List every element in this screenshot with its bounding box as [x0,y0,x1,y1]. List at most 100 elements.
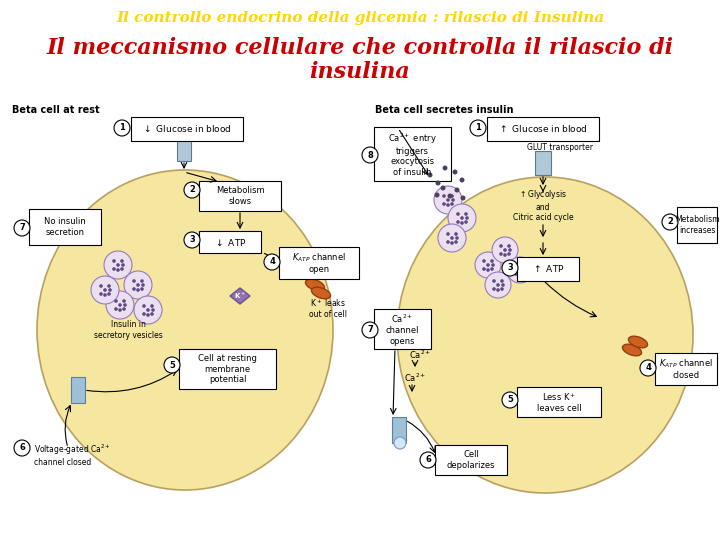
Circle shape [460,216,464,220]
Text: Voltage-gated Ca$^{2+}$
channel closed: Voltage-gated Ca$^{2+}$ channel closed [34,443,111,468]
Circle shape [99,292,103,296]
Text: $\downarrow$ ATP: $\downarrow$ ATP [214,237,246,247]
Circle shape [116,263,120,267]
Circle shape [499,244,503,248]
Circle shape [491,263,495,267]
Circle shape [428,172,433,178]
Circle shape [114,307,118,311]
Ellipse shape [312,287,330,299]
Circle shape [108,288,112,292]
Circle shape [456,212,460,216]
Circle shape [14,440,30,456]
Circle shape [451,198,455,202]
Text: 4: 4 [269,258,275,267]
FancyBboxPatch shape [177,139,191,161]
FancyBboxPatch shape [279,247,359,279]
Circle shape [132,287,136,291]
FancyBboxPatch shape [487,117,599,141]
Circle shape [518,268,522,272]
Circle shape [450,194,454,198]
FancyBboxPatch shape [29,209,101,245]
Text: K$^+$ leaks
out of cell: K$^+$ leaks out of cell [309,297,347,319]
Text: Ca$^{2+}$: Ca$^{2+}$ [409,349,431,361]
Circle shape [123,303,127,307]
Circle shape [507,257,533,283]
Circle shape [500,287,504,291]
FancyBboxPatch shape [535,151,551,175]
Circle shape [448,204,476,232]
Text: $\uparrow$ ATP: $\uparrow$ ATP [531,264,564,274]
Text: Beta cell at rest: Beta cell at rest [12,105,99,115]
Text: No insulin
secretion: No insulin secretion [44,217,86,237]
FancyBboxPatch shape [374,127,451,181]
Circle shape [454,240,458,244]
Circle shape [150,304,154,308]
FancyBboxPatch shape [199,231,261,253]
Text: Metabolism
increases: Metabolism increases [675,215,719,235]
Text: 3: 3 [507,264,513,273]
Circle shape [492,279,496,283]
Circle shape [503,253,507,257]
FancyBboxPatch shape [517,257,579,281]
Circle shape [523,268,527,272]
Circle shape [452,170,457,174]
Circle shape [450,241,454,245]
Text: Ca$^{2+}$: Ca$^{2+}$ [404,372,426,384]
Text: insulina: insulina [310,61,410,83]
Circle shape [116,268,120,272]
FancyBboxPatch shape [179,349,276,389]
Circle shape [99,284,103,288]
Circle shape [514,264,518,268]
Circle shape [14,220,30,236]
Text: Ca$^{2+}$ entry
triggers
exocytosis
of insulin: Ca$^{2+}$ entry triggers exocytosis of i… [388,131,437,177]
Text: $\downarrow$ Glucose in blood: $\downarrow$ Glucose in blood [142,124,232,134]
Circle shape [486,268,490,272]
Circle shape [522,272,526,276]
Circle shape [450,202,454,206]
Circle shape [107,292,111,296]
Circle shape [142,312,145,316]
Circle shape [104,251,132,279]
Text: $\uparrow$ Glucose in blood: $\uparrow$ Glucose in blood [498,124,588,134]
Text: Il meccanismo cellulare che controlla il rilascio di: Il meccanismo cellulare che controlla il… [46,37,674,59]
Circle shape [120,259,124,263]
Circle shape [150,312,154,316]
Circle shape [470,120,486,136]
Text: 7: 7 [19,224,25,233]
Text: Ca$^{2+}$
channel
opens: Ca$^{2+}$ channel opens [386,313,419,346]
Circle shape [502,260,518,276]
Text: Insulin in
secretory vesicles: Insulin in secretory vesicles [94,320,163,340]
FancyBboxPatch shape [374,309,431,349]
Circle shape [120,267,124,271]
Circle shape [460,221,464,225]
Circle shape [459,178,464,183]
Circle shape [456,220,460,224]
Text: 5: 5 [169,361,175,369]
Circle shape [362,147,378,163]
Text: Cell at resting
membrane
potential: Cell at resting membrane potential [198,354,257,384]
Circle shape [441,186,446,191]
Circle shape [446,198,450,202]
Circle shape [362,322,378,338]
Circle shape [482,267,486,271]
Circle shape [114,299,118,303]
Circle shape [446,232,450,236]
Circle shape [91,276,119,304]
Circle shape [454,187,459,192]
Text: Cell
depolarizes: Cell depolarizes [446,450,495,470]
Circle shape [118,308,122,312]
FancyBboxPatch shape [71,377,85,403]
Ellipse shape [37,170,333,490]
Circle shape [500,279,504,283]
Circle shape [146,313,150,317]
Text: 1: 1 [119,124,125,132]
Circle shape [442,194,446,198]
Circle shape [132,279,136,283]
FancyBboxPatch shape [131,117,243,141]
Circle shape [464,220,468,224]
Circle shape [492,287,496,291]
FancyBboxPatch shape [677,207,717,243]
Circle shape [662,214,678,230]
FancyBboxPatch shape [517,387,601,417]
Circle shape [640,360,656,376]
